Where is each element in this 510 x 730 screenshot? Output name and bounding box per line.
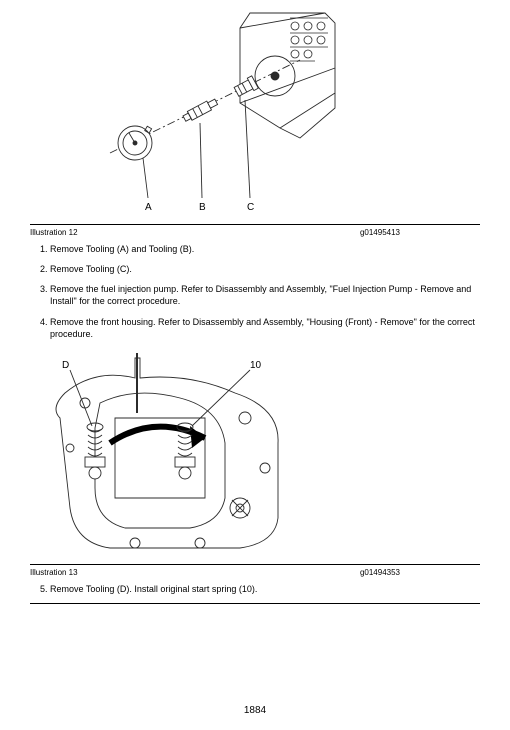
step-3: Remove the fuel injection pump. Refer to… <box>50 283 480 307</box>
procedure-steps-2: Remove Tooling (D). Install original sta… <box>30 583 480 595</box>
procedure-steps-1: Remove Tooling (A) and Tooling (B). Remo… <box>30 243 480 340</box>
caption-rule-1 <box>30 224 480 225</box>
label-b: B <box>199 202 206 213</box>
caption-rule-2 <box>30 564 480 565</box>
page-number: 1884 <box>0 705 510 716</box>
caption-row-2: Illustration 13 g01494353 <box>30 568 480 577</box>
step-1: Remove Tooling (A) and Tooling (B). <box>50 243 480 255</box>
illustration-12: A B C <box>100 8 340 218</box>
illustration-13: D 10 <box>40 348 290 558</box>
end-rule <box>30 603 480 604</box>
step-2: Remove Tooling (C). <box>50 263 480 275</box>
illustration-13-code: g01494353 <box>360 568 400 577</box>
label-10: 10 <box>250 360 262 371</box>
label-c: C <box>247 202 254 213</box>
caption-row-1: Illustration 12 g01495413 <box>30 228 480 237</box>
illustration-12-code: g01495413 <box>360 228 400 237</box>
step-4: Remove the front housing. Refer to Disas… <box>50 316 480 340</box>
label-d: D <box>62 360 69 371</box>
illustration-12-label: Illustration 12 <box>30 228 78 237</box>
step-5: Remove Tooling (D). Install original sta… <box>50 583 480 595</box>
label-a: A <box>145 202 152 213</box>
illustration-13-label: Illustration 13 <box>30 568 78 577</box>
